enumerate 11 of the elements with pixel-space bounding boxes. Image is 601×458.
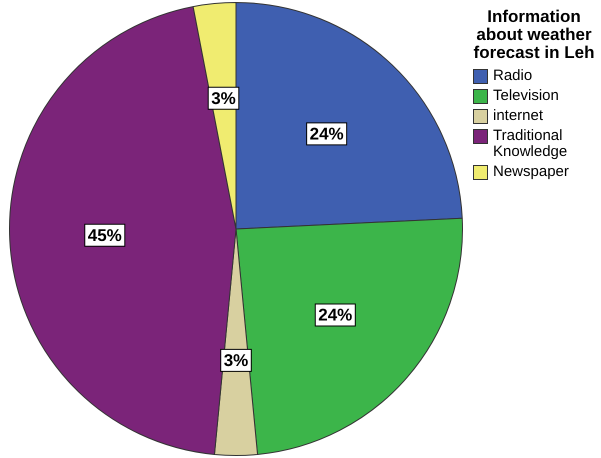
legend-label: Newspaper [493,163,569,180]
data-label: 3% [224,351,248,370]
legend-label: Radio [493,67,532,84]
data-label: 24% [310,124,344,144]
data-label: 45% [88,226,122,245]
legend-title: Information about weather forecast in Leh [472,7,596,62]
data-label: 3% [211,88,236,108]
legend-label: Traditional Knowledge [493,127,568,160]
legend-label: Television [493,87,559,104]
legend-label: internet [493,107,544,124]
data-label: 24% [318,306,352,325]
